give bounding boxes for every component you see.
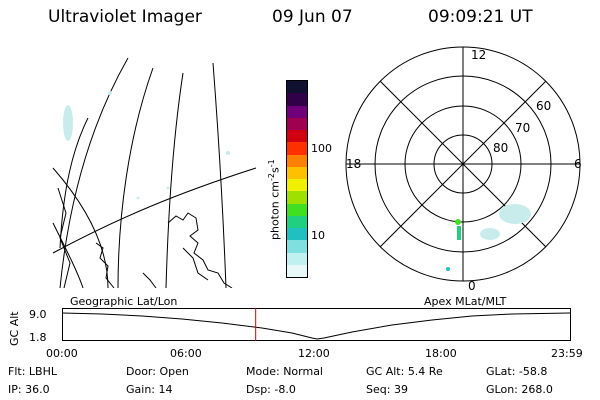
colorbar-segment — [287, 179, 307, 192]
lat-label-60: 60 — [536, 99, 551, 113]
colorbar-segment — [287, 264, 307, 277]
apex-label: Apex MLat/MLT — [424, 295, 507, 308]
polar-line-diag — [379, 80, 547, 248]
aurora-emission — [108, 91, 112, 95]
info-seq: Seq: 39 — [366, 383, 408, 396]
time-tick-1200: 12:00 — [298, 347, 330, 360]
info-gain: Gain: 14 — [126, 383, 173, 396]
aurora-emission — [226, 151, 230, 155]
geographic-label: Geographic Lat/Lon — [70, 295, 178, 308]
coastline — [167, 212, 233, 288]
colorbar-segment — [287, 228, 307, 241]
colorbar — [286, 80, 308, 278]
latitude-line — [52, 167, 256, 254]
colorbar-segment — [287, 117, 307, 130]
time: 09:09:21 UT — [428, 7, 533, 27]
time-tick-0600: 06:00 — [170, 347, 202, 360]
altitude-plot — [62, 308, 571, 341]
geographic-image-panel — [52, 57, 256, 288]
mlt-label-12: 12 — [471, 48, 486, 62]
info-glat: GLat: -58.8 — [486, 365, 548, 378]
altitude-curve — [62, 312, 571, 340]
title: Ultraviolet Imager — [48, 7, 202, 27]
coastline — [182, 247, 209, 281]
polar-plot: 12 6 0 18 60 70 80 — [345, 46, 582, 293]
colorbar-segment — [287, 240, 307, 253]
longitude-line — [212, 62, 227, 288]
latitude-line — [52, 167, 109, 288]
info-door: Door: Open — [126, 365, 189, 378]
aurora-emission — [166, 186, 170, 190]
time-tick-0000: 00:00 — [46, 347, 78, 360]
aurora-emission — [480, 228, 500, 240]
coastline — [57, 187, 71, 288]
info-mode: Mode: Normal — [246, 365, 323, 378]
info-gc-alt: GC Alt: 5.4 Re — [366, 365, 443, 378]
longitude-line — [117, 67, 154, 288]
time-tick-1800: 18:00 — [425, 347, 457, 360]
aurora-emission — [136, 196, 140, 200]
longitude-line — [59, 57, 129, 288]
longitude-line — [165, 72, 184, 288]
colorbar-tick-10: 10 — [311, 229, 325, 242]
colorbar-segment — [287, 105, 307, 118]
mlt-label-0: 0 — [468, 279, 476, 293]
info-dsp: Dsp: -8.0 — [246, 383, 296, 396]
mlt-label-6: 6 — [574, 157, 582, 171]
altitude-plot-frame — [62, 308, 571, 341]
info-glon: GLon: 268.0 — [486, 383, 553, 396]
altitude-ytick-min: 1.8 — [29, 331, 47, 344]
info-flt: Flt: LBHL — [8, 365, 57, 378]
latitude-line — [59, 117, 89, 249]
info-ip: IP: 36.0 — [8, 383, 50, 396]
colorbar-segment — [287, 93, 307, 106]
colorbar-segment — [287, 142, 307, 155]
colorbar-segment — [287, 191, 307, 204]
altitude-ylabel: GC Alt — [8, 311, 21, 346]
colorbar-segment — [287, 154, 307, 167]
colorbar-label: photon cm-2s-1 — [267, 159, 282, 240]
aurora-emission — [455, 219, 461, 225]
colorbar-tick-100: 100 — [311, 142, 332, 155]
colorbar-segment — [287, 166, 307, 179]
lat-label-70: 70 — [515, 121, 530, 135]
mlt-label-18: 18 — [346, 157, 361, 171]
aurora-emission — [446, 267, 450, 271]
colorbar-segment — [287, 215, 307, 228]
colorbar-segment — [287, 81, 307, 94]
colorbar-segment — [287, 252, 307, 265]
date: 09 Jun 07 — [272, 7, 353, 27]
colorbar-segment — [287, 203, 307, 216]
colorbar-segment — [287, 130, 307, 143]
coastline — [142, 272, 157, 288]
latitude-line — [52, 222, 84, 288]
lat-label-80: 80 — [493, 141, 508, 155]
time-tick-2359: 23:59 — [551, 347, 583, 360]
coastline — [95, 242, 115, 288]
aurora-emission — [457, 226, 461, 240]
aurora-emission — [499, 204, 531, 224]
altitude-ytick-max: 9.0 — [29, 308, 47, 321]
aurora-emission — [63, 105, 73, 141]
